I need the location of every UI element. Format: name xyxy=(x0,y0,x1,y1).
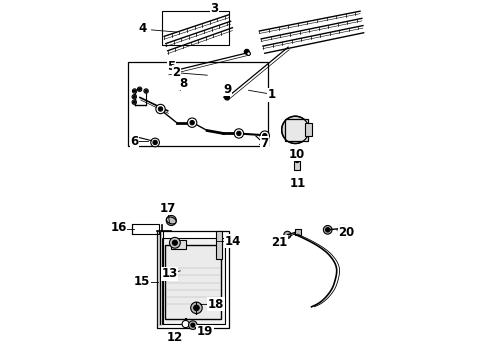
Circle shape xyxy=(288,122,303,138)
Circle shape xyxy=(188,118,197,127)
Circle shape xyxy=(158,107,163,111)
Bar xyxy=(128,62,269,146)
Circle shape xyxy=(263,134,267,138)
Bar xyxy=(162,238,225,324)
Circle shape xyxy=(260,131,270,140)
Circle shape xyxy=(224,95,229,100)
Circle shape xyxy=(191,302,202,314)
Text: 9: 9 xyxy=(223,83,231,96)
Circle shape xyxy=(284,231,291,238)
Text: 5: 5 xyxy=(167,60,175,73)
Bar xyxy=(132,224,159,234)
Text: 16: 16 xyxy=(110,221,126,234)
Circle shape xyxy=(151,138,159,147)
Bar xyxy=(294,161,300,170)
Bar xyxy=(216,230,221,259)
Text: 4: 4 xyxy=(139,22,147,35)
Circle shape xyxy=(133,96,135,98)
Circle shape xyxy=(295,158,299,163)
Circle shape xyxy=(182,320,189,328)
Text: 21: 21 xyxy=(271,235,287,248)
Text: 6: 6 xyxy=(130,135,138,148)
Text: 19: 19 xyxy=(196,325,213,338)
Circle shape xyxy=(189,321,197,329)
Text: 14: 14 xyxy=(224,235,241,248)
Circle shape xyxy=(261,141,269,148)
Circle shape xyxy=(170,237,180,248)
Circle shape xyxy=(139,88,141,90)
Text: 12: 12 xyxy=(167,331,183,344)
Circle shape xyxy=(237,131,241,136)
Circle shape xyxy=(166,215,176,225)
Text: 10: 10 xyxy=(289,148,305,161)
Circle shape xyxy=(323,225,332,234)
Circle shape xyxy=(156,104,165,114)
Text: 13: 13 xyxy=(161,267,177,280)
Text: 15: 15 xyxy=(134,275,150,288)
Text: 8: 8 xyxy=(180,77,188,90)
Text: 18: 18 xyxy=(208,298,224,311)
Bar xyxy=(172,239,186,248)
Circle shape xyxy=(132,89,137,93)
Circle shape xyxy=(145,90,147,92)
Text: 17: 17 xyxy=(160,202,176,215)
Circle shape xyxy=(172,240,177,245)
Text: 20: 20 xyxy=(338,226,355,239)
Bar xyxy=(338,225,345,232)
Text: 1: 1 xyxy=(268,88,276,101)
Bar xyxy=(157,230,229,328)
Ellipse shape xyxy=(167,217,176,224)
Circle shape xyxy=(153,140,157,145)
Bar xyxy=(162,11,229,45)
Text: 11: 11 xyxy=(290,176,306,190)
Circle shape xyxy=(234,129,244,138)
Circle shape xyxy=(144,89,148,93)
Bar xyxy=(285,119,308,141)
Text: 2: 2 xyxy=(172,66,181,79)
Circle shape xyxy=(133,90,136,92)
Circle shape xyxy=(190,121,195,125)
Circle shape xyxy=(325,228,330,232)
Text: 7: 7 xyxy=(261,137,269,150)
Bar xyxy=(165,245,221,319)
Bar xyxy=(305,123,312,136)
Circle shape xyxy=(292,126,299,134)
Bar xyxy=(294,229,301,235)
Circle shape xyxy=(282,116,309,144)
Circle shape xyxy=(245,49,249,54)
Circle shape xyxy=(191,323,195,327)
Circle shape xyxy=(194,305,199,311)
Text: 3: 3 xyxy=(210,2,219,15)
Circle shape xyxy=(133,101,135,103)
Circle shape xyxy=(247,52,250,55)
Circle shape xyxy=(132,95,136,99)
Circle shape xyxy=(138,87,142,91)
Circle shape xyxy=(132,100,136,104)
